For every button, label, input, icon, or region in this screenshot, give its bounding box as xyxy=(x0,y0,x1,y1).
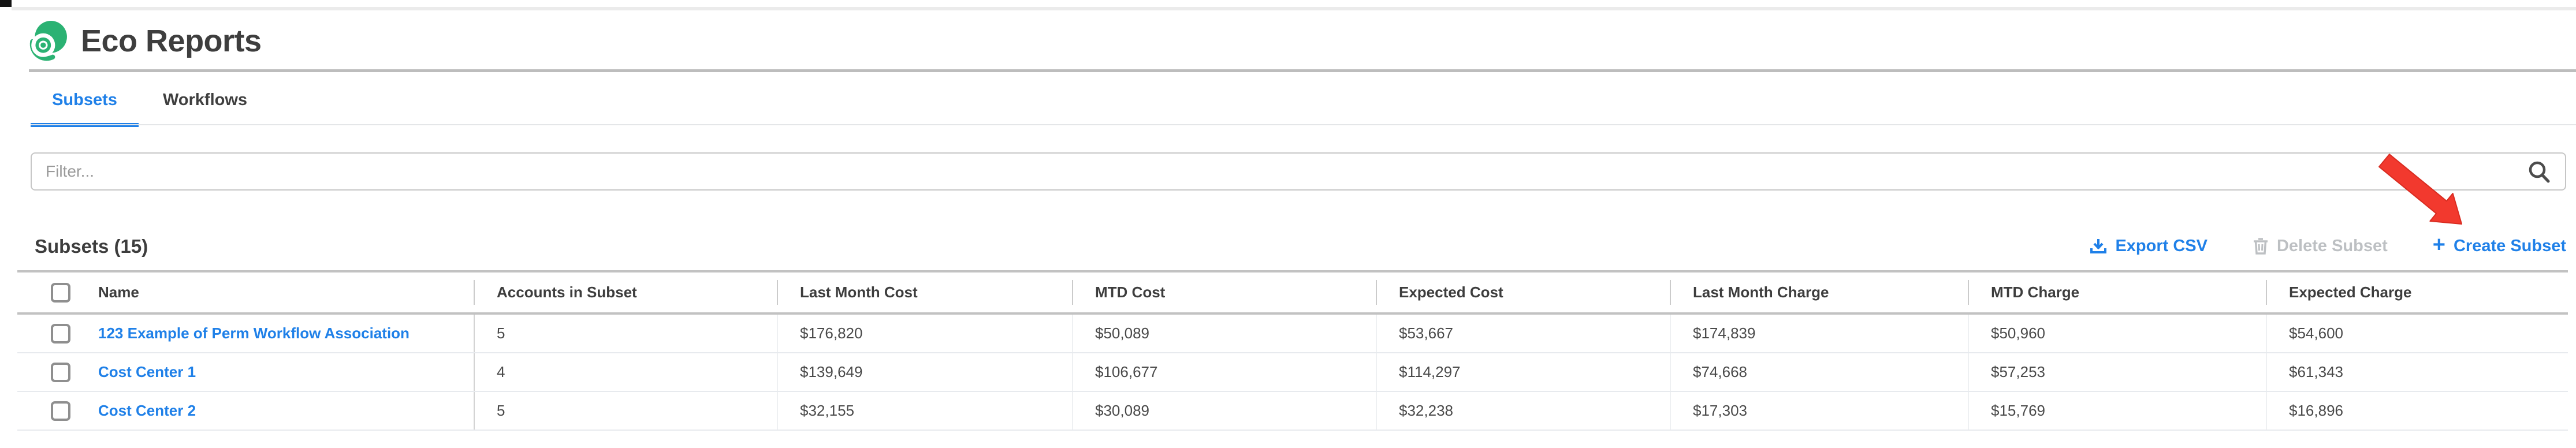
export-csv-label: Export CSV xyxy=(2115,236,2208,255)
column-header-last-month-charge: Last Month Charge xyxy=(1670,272,1968,312)
column-header-last-month-cost: Last Month Cost xyxy=(777,272,1072,312)
column-header-expected-charge: Expected Charge xyxy=(2266,272,2568,312)
accounts-in-subset-cell: 5 xyxy=(474,315,777,352)
header-divider xyxy=(29,69,2576,72)
mtd-charge-cell: $57,253 xyxy=(1968,353,2266,391)
mtd-charge-cell: $15,769 xyxy=(1968,392,2266,430)
column-header-name: Name xyxy=(98,283,139,301)
plus-icon: + xyxy=(2432,233,2445,257)
table-row: Cost Center 2 5 $32,155 $30,089 $32,238 … xyxy=(17,392,2568,431)
expected-charge-cell: $54,600 xyxy=(2266,315,2568,352)
download-icon xyxy=(2090,237,2107,255)
trash-icon xyxy=(2253,237,2269,255)
create-subset-label: Create Subset xyxy=(2453,236,2566,255)
expected-charge-cell: $61,343 xyxy=(2266,353,2568,391)
table-row: Cost Center 1 4 $139,649 $106,677 $114,2… xyxy=(17,353,2568,392)
eco-logo-icon xyxy=(27,20,68,62)
delete-subset-label: Delete Subset xyxy=(2276,236,2388,255)
expected-charge-cell: $16,896 xyxy=(2266,392,2568,430)
row-checkbox[interactable] xyxy=(51,362,70,382)
filter-input[interactable] xyxy=(31,152,2566,191)
tab-workflows[interactable]: Workflows xyxy=(162,91,248,109)
subset-name-link[interactable]: Cost Center 1 xyxy=(98,363,196,380)
subset-name-link[interactable]: Cost Center 2 xyxy=(98,402,196,419)
screen-corner-artifact xyxy=(0,0,12,7)
last-month-cost-cell: $32,155 xyxy=(777,392,1072,430)
row-name-cell: Cost Center 2 xyxy=(17,392,474,430)
mtd-cost-cell: $30,089 xyxy=(1072,392,1376,430)
column-header-expected-cost: Expected Cost xyxy=(1376,272,1670,312)
search-icon[interactable] xyxy=(2526,159,2552,185)
subset-name-link[interactable]: 123 Example of Perm Workflow Association xyxy=(98,324,410,342)
expected-cost-cell: $32,238 xyxy=(1376,392,1670,430)
row-name-cell: 123 Example of Perm Workflow Association xyxy=(17,315,474,352)
tab-bar: Subsets Workflows xyxy=(31,76,2576,127)
row-checkbox[interactable] xyxy=(51,323,70,344)
delete-subset-button[interactable]: Delete Subset xyxy=(2253,237,2388,256)
row-checkbox[interactable] xyxy=(51,401,70,421)
header-cell-name: Name xyxy=(17,272,474,312)
table-row: 123 Example of Perm Workflow Association… xyxy=(17,315,2568,353)
tab-bar-divider xyxy=(31,124,2576,125)
app-header: Eco Reports xyxy=(27,18,262,64)
mtd-cost-cell: $50,089 xyxy=(1072,315,1376,352)
column-header-mtd-cost: MTD Cost xyxy=(1072,272,1376,312)
column-header-mtd-charge: MTD Charge xyxy=(1968,272,2266,312)
toolbar-actions: Export CSV Delete Subset + Create Subset xyxy=(2090,230,2566,262)
expected-cost-cell: $114,297 xyxy=(1376,353,1670,391)
table-header-row: Name Accounts in Subset Last Month Cost … xyxy=(17,270,2568,315)
row-name-cell: Cost Center 1 xyxy=(17,353,474,391)
select-all-checkbox[interactable] xyxy=(51,282,70,303)
mtd-charge-cell: $50,960 xyxy=(1968,315,2266,352)
last-month-charge-cell: $17,303 xyxy=(1670,392,1968,430)
accounts-in-subset-cell: 5 xyxy=(474,392,777,430)
last-month-cost-cell: $176,820 xyxy=(777,315,1072,352)
last-month-charge-cell: $74,668 xyxy=(1670,353,1968,391)
accounts-in-subset-cell: 4 xyxy=(474,353,777,391)
mtd-cost-cell: $106,677 xyxy=(1072,353,1376,391)
top-divider xyxy=(12,7,2576,10)
column-header-accounts-in-subset: Accounts in Subset xyxy=(474,272,777,312)
subsets-table: Name Accounts in Subset Last Month Cost … xyxy=(17,270,2568,431)
create-subset-button[interactable]: + Create Subset xyxy=(2432,233,2566,257)
expected-cost-cell: $53,667 xyxy=(1376,315,1670,352)
last-month-cost-cell: $139,649 xyxy=(777,353,1072,391)
page-title: Eco Reports xyxy=(81,24,262,58)
subsets-count-heading: Subsets (15) xyxy=(35,236,148,257)
export-csv-button[interactable]: Export CSV xyxy=(2090,237,2208,256)
last-month-charge-cell: $174,839 xyxy=(1670,315,1968,352)
tab-subsets[interactable]: Subsets xyxy=(31,76,139,127)
